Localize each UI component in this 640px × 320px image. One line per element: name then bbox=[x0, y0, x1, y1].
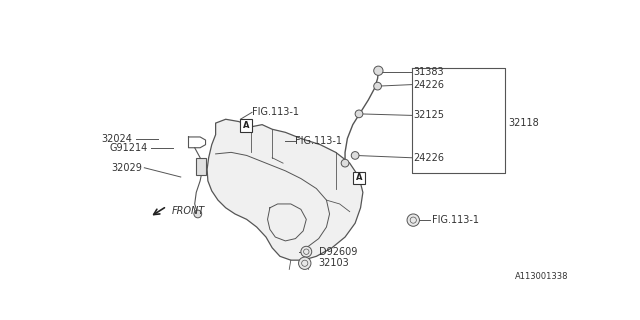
Circle shape bbox=[341, 159, 349, 167]
Text: 24226: 24226 bbox=[413, 153, 444, 163]
Circle shape bbox=[301, 246, 312, 257]
Text: A: A bbox=[243, 121, 249, 130]
Text: A: A bbox=[356, 173, 362, 182]
Polygon shape bbox=[196, 158, 205, 175]
Text: 32118: 32118 bbox=[509, 118, 540, 128]
Text: A113001338: A113001338 bbox=[515, 272, 568, 281]
FancyBboxPatch shape bbox=[353, 172, 365, 184]
Circle shape bbox=[407, 214, 419, 226]
Polygon shape bbox=[207, 119, 363, 260]
Text: 24226: 24226 bbox=[413, 80, 444, 90]
Text: 32029: 32029 bbox=[111, 163, 142, 173]
Circle shape bbox=[355, 110, 363, 118]
Text: FIG.113-1: FIG.113-1 bbox=[252, 107, 299, 117]
Text: FRONT: FRONT bbox=[172, 206, 205, 216]
Text: 32103: 32103 bbox=[319, 258, 349, 268]
Text: FIG.113-1: FIG.113-1 bbox=[296, 136, 342, 146]
Text: 32125: 32125 bbox=[413, 110, 444, 120]
Text: 31383: 31383 bbox=[413, 67, 444, 76]
Circle shape bbox=[374, 66, 383, 76]
Text: D92609: D92609 bbox=[319, 247, 357, 257]
Text: G91214: G91214 bbox=[110, 143, 148, 153]
Circle shape bbox=[374, 82, 381, 90]
Circle shape bbox=[194, 210, 202, 218]
Circle shape bbox=[298, 257, 311, 269]
Text: 32024: 32024 bbox=[101, 133, 132, 143]
Circle shape bbox=[351, 152, 359, 159]
FancyBboxPatch shape bbox=[239, 119, 252, 132]
Text: FIG.113-1: FIG.113-1 bbox=[432, 215, 479, 225]
